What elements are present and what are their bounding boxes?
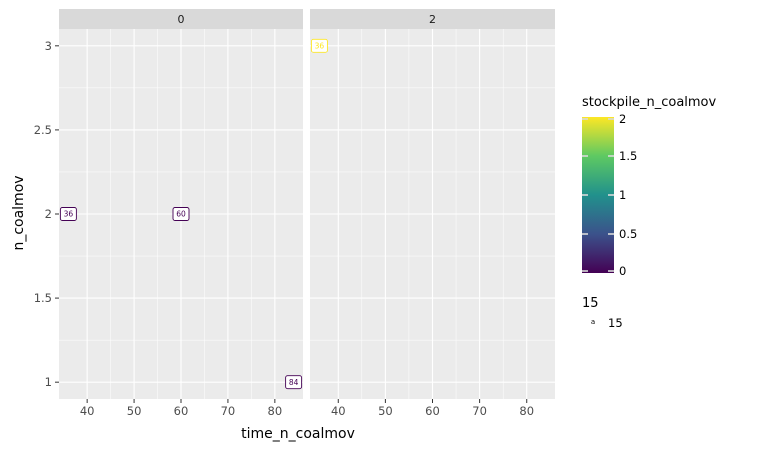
data-point-label: 84: [285, 375, 303, 390]
size-legend-key: a: [591, 318, 595, 326]
colorbar-tick-label: 1: [619, 188, 626, 202]
data-point-label: 60: [172, 207, 190, 221]
colorbar-tick-label: 2: [619, 112, 626, 126]
y-tick-label: 3: [45, 39, 52, 53]
x-tick-label: 40: [80, 404, 95, 418]
x-tick-label: 50: [378, 404, 393, 418]
colorbar-tick-label: 0: [619, 264, 626, 278]
point-label-box: [310, 38, 328, 53]
facet-strip-label: 0: [178, 13, 185, 26]
facet-strip: [59, 9, 303, 29]
color-legend-title: stockpile_n_coalmov: [582, 95, 717, 110]
legend: stockpile_n_coalmov 0 0.5 1 1.5 2 15 a 15: [582, 95, 717, 330]
colorbar-tick-label: 0.5: [619, 227, 637, 241]
x-tick-label: 40: [331, 404, 346, 418]
point-label-text: 60: [176, 210, 186, 219]
x-tick-label: 80: [268, 404, 283, 418]
facet-panel-0: 0 36 60 84: [59, 9, 303, 399]
point-label-box: [59, 207, 77, 221]
x-axis-title: time_n_coalmov: [241, 426, 355, 442]
point-label-text: 84: [289, 378, 299, 387]
y-tick-label: 1.5: [34, 291, 52, 305]
point-label-box: [172, 207, 190, 221]
data-point-label: 36: [59, 207, 77, 221]
size-legend-title: 15: [582, 296, 599, 311]
facet-strip-label: 2: [429, 13, 436, 26]
y-tick-label: 2.5: [34, 123, 52, 137]
colorbar-tick-label: 1.5: [619, 149, 637, 163]
facet-strip: [310, 9, 555, 29]
y-tick-label: 2: [45, 207, 52, 221]
point-label-box: [285, 375, 303, 390]
x-tick-label: 80: [519, 404, 534, 418]
data-point-label: 36: [310, 38, 328, 53]
x-tick-label: 50: [127, 404, 142, 418]
y-axis-title: n_coalmov: [11, 175, 27, 250]
facet-panel-2: 2 36: [310, 9, 555, 399]
size-legend-label: 15: [608, 316, 623, 330]
y-tick-label: 1: [45, 375, 52, 389]
x-tick-label: 60: [425, 404, 440, 418]
x-tick-label: 70: [221, 404, 236, 418]
x-tick-label: 60: [174, 404, 189, 418]
point-label-text: 36: [64, 210, 74, 219]
x-tick-label: 70: [472, 404, 487, 418]
point-label-text: 36: [315, 42, 325, 51]
